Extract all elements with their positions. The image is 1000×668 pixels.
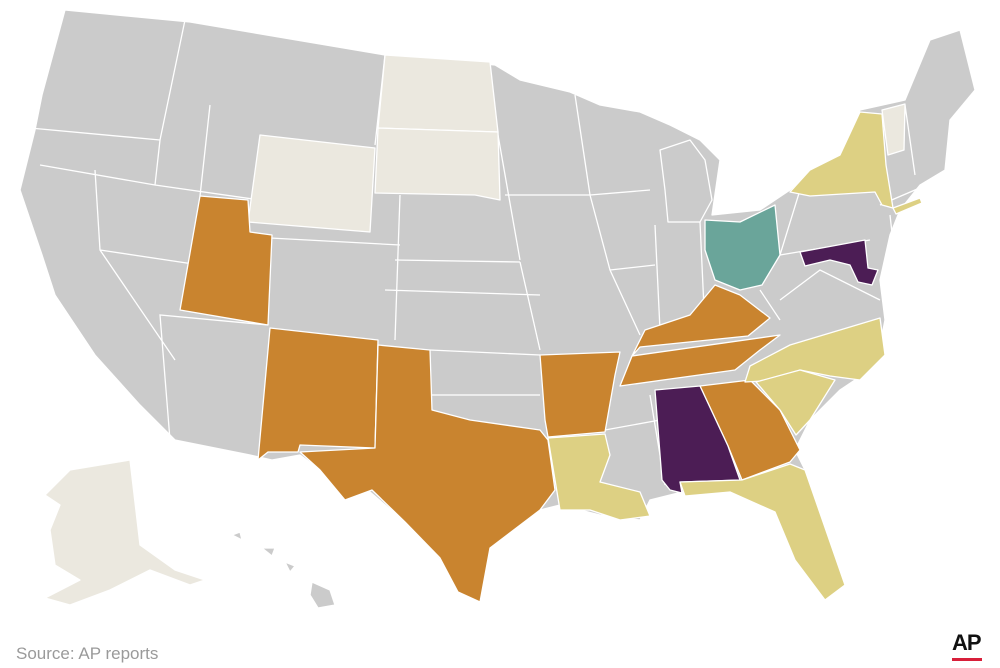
north-dakota [377,54,499,133]
south-dakota [374,127,501,201]
michigan [659,139,713,223]
source-note: Source: AP reports [16,644,159,663]
utah [179,195,273,326]
louisiana [547,433,651,521]
florida [679,463,846,601]
ap-logo: AP [952,630,982,655]
long-island [892,197,923,215]
hawaii [231,531,336,609]
maryland [799,239,879,286]
ohio [704,204,781,291]
new-mexico [257,327,379,461]
wyoming [247,134,376,233]
state-borders [29,19,951,486]
south-carolina [755,369,836,436]
arkansas [539,351,621,438]
alaska [44,459,206,606]
new-york [789,111,894,209]
vermont [881,103,906,156]
ap-logo-bar [952,658,982,661]
texas [299,344,556,603]
tennessee [619,334,781,387]
kentucky [631,284,771,357]
